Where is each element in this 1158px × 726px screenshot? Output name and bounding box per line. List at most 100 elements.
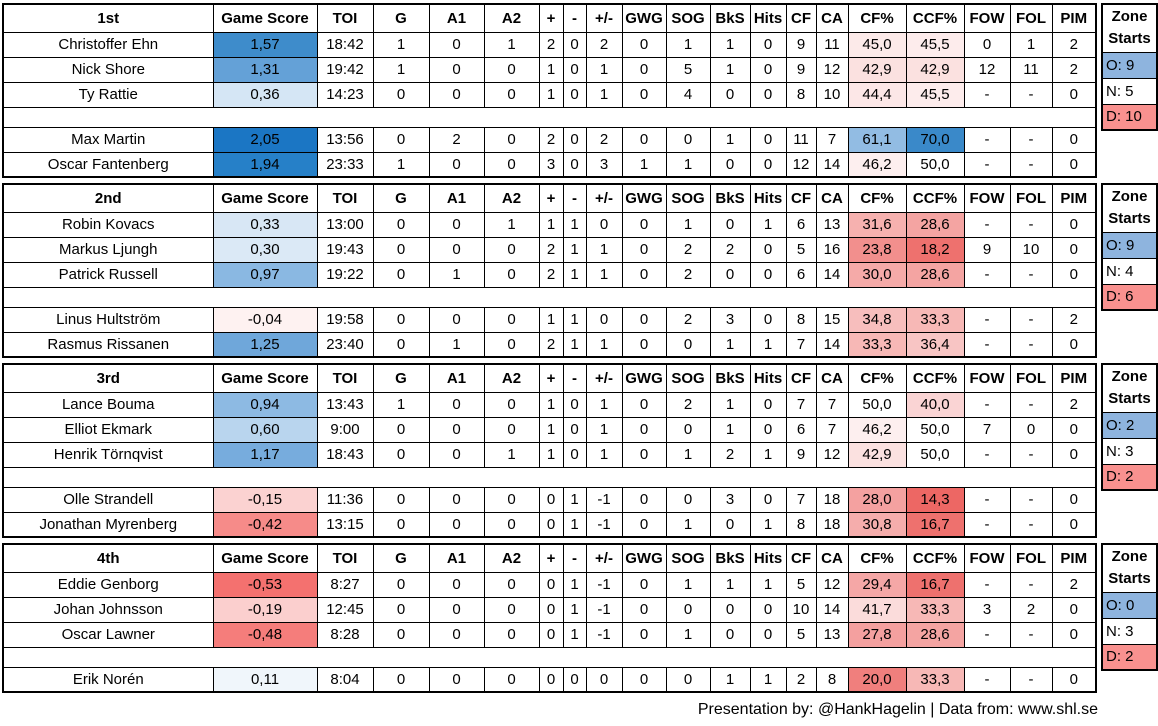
column-header: A2 (483, 183, 540, 213)
column-header: SOG (665, 543, 711, 573)
stat-cell: 0 (963, 31, 1011, 58)
player-row: Robin Kovacs 0,33 13:00 0 0 1 1 1 0 0 1 0 1 6 13 31,6 28… (2, 211, 1097, 238)
column-header: FOW (963, 183, 1011, 213)
stat-cell: 1 (538, 56, 564, 83)
stat-cell: - (963, 261, 1011, 288)
stat-cell: 1 (372, 151, 430, 178)
stat-cell: 0 (749, 151, 787, 178)
stat-cell: - (963, 391, 1011, 418)
stat-cell: 0 (562, 151, 587, 178)
stat-cell: 1,17 (212, 441, 318, 468)
stat-cell: 0 (665, 486, 711, 513)
stat-cell: 0 (1051, 151, 1097, 178)
stat-cell: 0 (621, 441, 667, 468)
stat-cell: 1 (562, 486, 587, 513)
stat-cell: 1 (709, 126, 751, 153)
stat-cell: 1 (709, 331, 751, 358)
stat-cell: 0 (621, 666, 667, 693)
stat-cell: -1 (585, 486, 623, 513)
column-header: FOW (963, 3, 1011, 33)
stat-cell: 1 (709, 56, 751, 83)
stat-cell: 19:42 (316, 56, 374, 83)
stat-cell: 50,0 (905, 151, 965, 178)
stat-cell: 1 (709, 391, 751, 418)
stat-cell: - (1009, 211, 1053, 238)
stat-cell: 0 (749, 261, 787, 288)
stat-cell: 0 (1051, 416, 1097, 443)
stat-cell: 0 (585, 666, 623, 693)
stat-cell: 18 (815, 511, 849, 538)
stat-cell: 1 (749, 331, 787, 358)
column-header: CA (815, 543, 849, 573)
stat-cell: 30,0 (847, 261, 907, 288)
stat-cell: 0 (372, 306, 430, 333)
stat-cell: 0 (1051, 126, 1097, 153)
stat-cell: 2,05 (212, 126, 318, 153)
stat-cell: 1 (538, 391, 564, 418)
player-row: Olle Strandell -0,15 11:36 0 0 0 0 1 -1 0 0 3 0 7 18 28… (2, 486, 1097, 513)
line-2-stats-table: 2nd Game Score TOI G A1 A2 + - +/- GWG SOG BkS Hits… (2, 183, 1097, 358)
column-header: TOI (316, 3, 374, 33)
player-name: Eddie Genborg (2, 571, 214, 598)
stat-cell: 1 (562, 571, 587, 598)
stat-cell: 29,4 (847, 571, 907, 598)
player-row: Henrik Törnqvist 1,17 18:43 0 0 1 1 0 1 0 1 2 1 9 12 42… (2, 441, 1097, 468)
stat-cell: 0 (749, 391, 787, 418)
stat-cell: 8:04 (316, 666, 374, 693)
stat-cell: 14 (815, 596, 849, 623)
stat-cell: 1 (428, 331, 485, 358)
header-row: 2nd Game Score TOI G A1 A2 + - +/- GWG SOG BkS Hits… (2, 183, 1097, 213)
column-header: CA (815, 3, 849, 33)
stat-cell: 8 (815, 666, 849, 693)
stat-cell: - (1009, 331, 1053, 358)
stat-cell: -0,15 (212, 486, 318, 513)
stat-cell: 2 (585, 126, 623, 153)
stat-cell: 0 (709, 511, 751, 538)
stat-cell: 23:33 (316, 151, 374, 178)
stat-cell: -1 (585, 571, 623, 598)
stat-cell: 1 (749, 571, 787, 598)
stat-cell: 13:43 (316, 391, 374, 418)
zone-neutral-starts: N: 3 (1101, 617, 1158, 645)
column-header: + (538, 363, 564, 393)
stat-cell: 33,3 (847, 331, 907, 358)
stat-cell: 14:23 (316, 81, 374, 108)
stat-cell: 0 (428, 621, 485, 648)
stat-cell: 2 (709, 441, 751, 468)
stat-cell: 0 (428, 596, 485, 623)
stat-cell: 2 (1009, 596, 1053, 623)
stat-cell: 2 (1051, 306, 1097, 333)
player-name: Robin Kovacs (2, 211, 214, 238)
zone-offensive-starts: O: 9 (1101, 51, 1158, 79)
stat-cell: 19:43 (316, 236, 374, 263)
column-header: G (372, 3, 430, 33)
stat-cell: 1 (562, 596, 587, 623)
column-header: G (372, 183, 430, 213)
stat-cell: 2 (538, 126, 564, 153)
stat-cell: 0 (749, 81, 787, 108)
stat-cell: 1 (665, 571, 711, 598)
stat-cell: 0 (372, 441, 430, 468)
stat-cell: 1 (483, 211, 540, 238)
stat-cell: 0 (428, 81, 485, 108)
zone-starts-box-1: Zone Starts O: 9 N: 5 D: 10 (1101, 3, 1158, 131)
stat-cell: 0 (621, 56, 667, 83)
stat-cell: -0,04 (212, 306, 318, 333)
stat-cell: 0 (428, 211, 485, 238)
column-header: SOG (665, 363, 711, 393)
player-row: Ty Rattie 0,36 14:23 0 0 0 1 0 1 0 4 0 0 8 10 44,4 45,5-… (2, 81, 1097, 108)
stat-cell: 0,30 (212, 236, 318, 263)
stat-cell: 1 (538, 211, 564, 238)
stat-cell: 6 (785, 261, 817, 288)
stat-cell: 0 (483, 151, 540, 178)
stat-cell: 2 (665, 236, 711, 263)
stat-cell: 0 (665, 596, 711, 623)
stat-cell: 0 (428, 391, 485, 418)
stat-cell: 1 (538, 441, 564, 468)
stat-cell: 0 (585, 211, 623, 238)
stat-cell: 45,5 (905, 81, 965, 108)
column-header: CF% (847, 183, 907, 213)
player-name: Elliot Ekmark (2, 416, 214, 443)
stat-cell: 0 (483, 416, 540, 443)
